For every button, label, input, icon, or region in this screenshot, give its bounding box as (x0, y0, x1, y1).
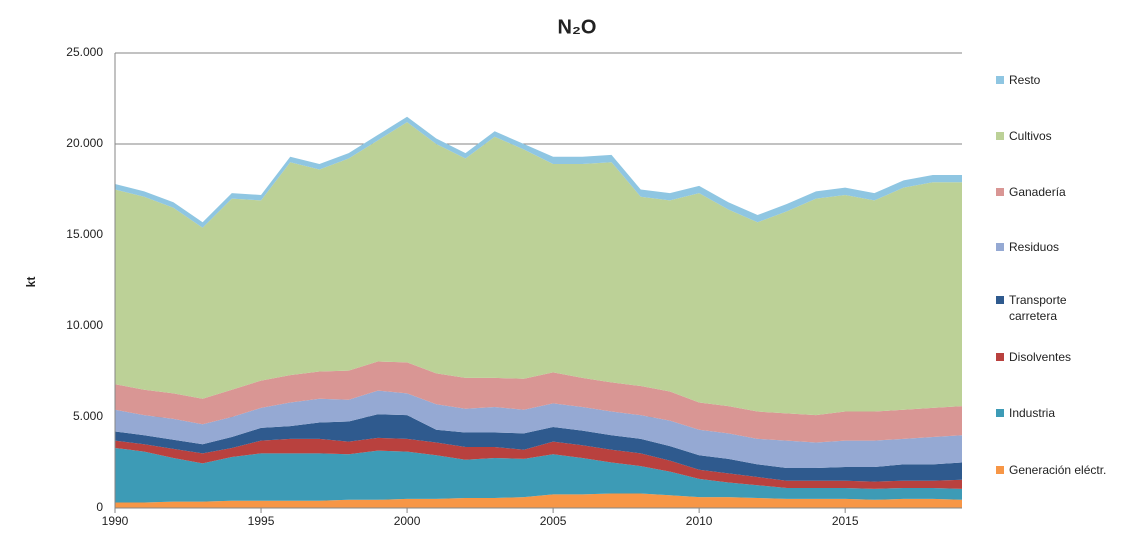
y-axis-label: kt (24, 277, 38, 288)
legend-label: Cultivos (1009, 129, 1052, 143)
legend-label: Ganadería (1009, 185, 1066, 199)
legend-item: Residuos (996, 239, 1126, 255)
x-tick-label: 1990 (102, 514, 129, 528)
y-tick-label: 15.000 (66, 227, 103, 241)
x-tick-label: 1995 (248, 514, 275, 528)
legend-label: Disolventes (1009, 350, 1072, 364)
legend-label: Residuos (1009, 240, 1060, 254)
area (115, 361, 962, 443)
x-tick-label: 2005 (540, 514, 567, 528)
legend-swatch (996, 243, 1004, 251)
legend-label: Generación eléctr. (1009, 463, 1107, 477)
x-tick-label: 2015 (832, 514, 859, 528)
legend-item: Resto (996, 72, 1126, 88)
legend-item: Disolventes (996, 349, 1126, 365)
area (115, 390, 962, 468)
legend-item: Transporte carretera (996, 292, 1126, 324)
x-tick-label: 2010 (686, 514, 713, 528)
chart-title: N₂O (558, 16, 597, 38)
y-tick-label: 20.000 (66, 136, 103, 150)
legend-swatch (996, 353, 1004, 361)
legend-swatch (996, 76, 1004, 84)
legend-swatch (996, 296, 1004, 304)
legend-item: Ganadería (996, 184, 1126, 200)
legend-item: Cultivos (996, 128, 1126, 144)
legend-label: Industria (1009, 406, 1056, 420)
y-tick-label: 25.000 (66, 45, 103, 59)
area (115, 447, 962, 503)
legend-label: Transporte carretera (1009, 293, 1067, 323)
legend-label: Resto (1009, 73, 1041, 87)
area (115, 493, 962, 508)
area (115, 414, 962, 482)
legend-swatch (996, 409, 1004, 417)
y-tick-label: 5.000 (73, 409, 103, 423)
y-tick-label: 0 (96, 500, 103, 514)
area (115, 122, 962, 416)
y-tick-label: 10.000 (66, 318, 103, 332)
x-tick-label: 2000 (394, 514, 421, 528)
legend-swatch (996, 132, 1004, 140)
area (115, 437, 962, 489)
legend-swatch (996, 466, 1004, 474)
legend-swatch (996, 188, 1004, 196)
legend-item: Generación eléctr. (996, 462, 1126, 478)
legend-item: Industria (996, 405, 1126, 421)
